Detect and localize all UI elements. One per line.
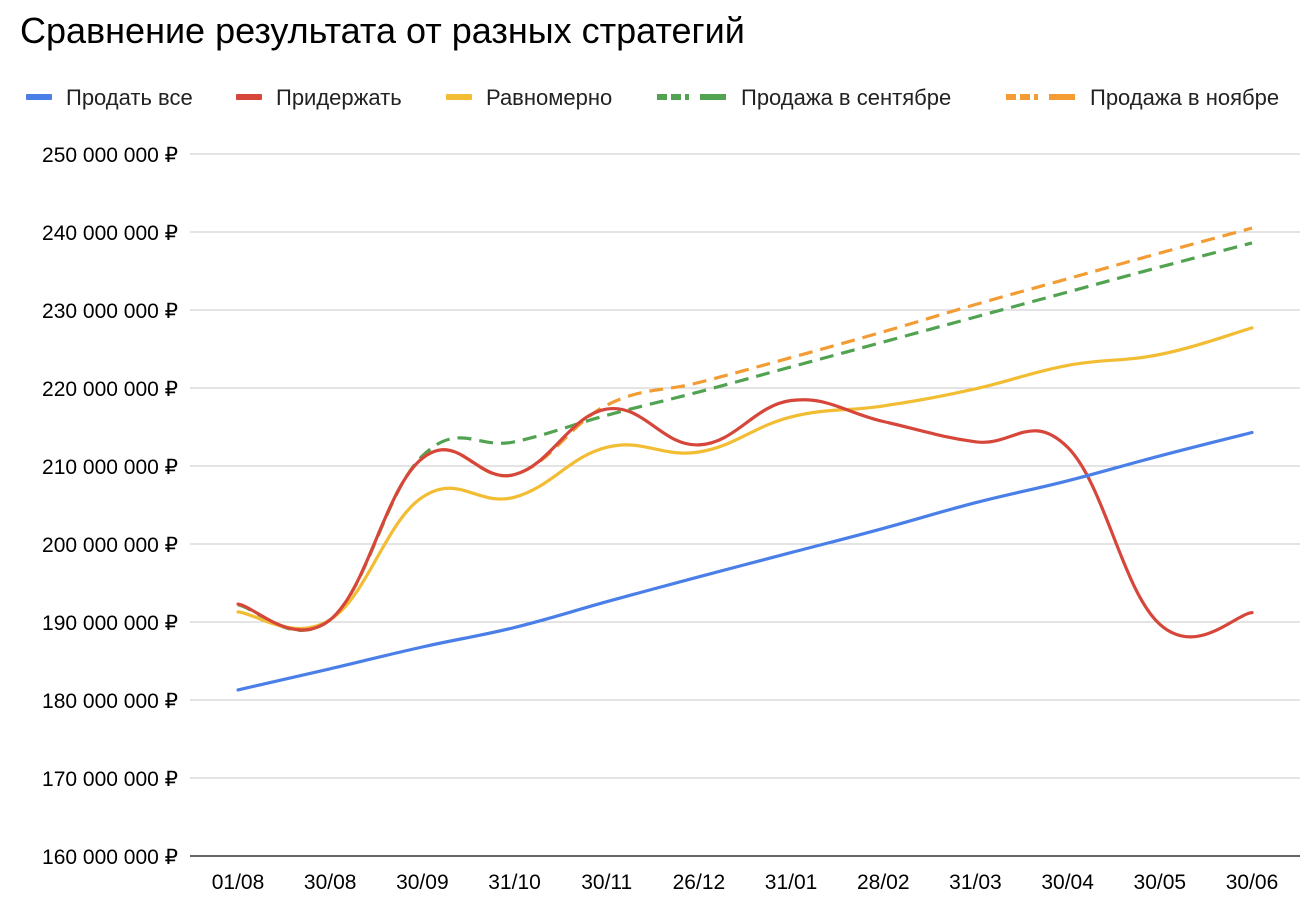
x-tick-label: 30/08	[304, 871, 357, 894]
y-tick-label: 200 000 000 ₽	[42, 534, 178, 557]
y-tick-label: 180 000 000 ₽	[42, 690, 178, 713]
legend-label-2: Равномерно	[486, 85, 612, 110]
x-tick-label: 30/04	[1041, 871, 1094, 894]
y-tick-label: 240 000 000 ₽	[42, 222, 178, 245]
y-tick-label: 190 000 000 ₽	[42, 612, 178, 635]
x-tick-label: 31/10	[488, 871, 541, 894]
y-tick-label: 230 000 000 ₽	[42, 300, 178, 323]
series-line-4	[237, 226, 1253, 632]
x-axis-ticks: 01/08 30/08 30/09 31/10 30/11 26/12 31/01 28/02…	[212, 871, 1279, 894]
y-axis-ticks: 160 000 000 ₽ 170 000 000 ₽ 180 000 000 ₽ 1…	[42, 144, 178, 869]
series-line-0	[236, 430, 1254, 692]
x-tick-label: 30/06	[1226, 871, 1279, 894]
x-tick-label: 28/02	[857, 871, 910, 894]
legend-swatch-1	[236, 94, 262, 100]
chart-title: Сравнение результата от разных стратегий	[20, 10, 745, 51]
y-tick-label: 220 000 000 ₽	[42, 378, 178, 401]
x-tick-label: 31/01	[765, 871, 818, 894]
grid-lines	[190, 153, 1300, 857]
series-line-2	[236, 326, 1254, 631]
legend-label-4: Продажа в ноябре	[1090, 85, 1279, 110]
x-tick-label: 26/12	[673, 871, 726, 894]
legend-label-0: Продать все	[66, 85, 193, 110]
x-tick-label: 31/03	[949, 871, 1002, 894]
legend-swatch-0	[26, 94, 52, 100]
legend-label-3: Продажа в сентябре	[741, 85, 951, 110]
x-tick-label: 30/05	[1134, 871, 1187, 894]
series-lines	[236, 226, 1254, 692]
legend-label-1: Придержать	[276, 85, 402, 110]
y-tick-label: 210 000 000 ₽	[42, 456, 178, 479]
series-line-1	[236, 398, 1254, 639]
y-tick-label: 250 000 000 ₽	[42, 144, 178, 167]
legend: Продать все Придержать Равномерно Продажа в…	[26, 85, 1279, 110]
x-tick-label: 30/11	[581, 871, 632, 894]
x-tick-label: 30/09	[396, 871, 449, 894]
y-tick-label: 170 000 000 ₽	[42, 768, 178, 791]
x-tick-label: 01/08	[212, 871, 265, 894]
y-tick-label: 160 000 000 ₽	[42, 846, 178, 869]
legend-swatch-2	[446, 94, 472, 100]
